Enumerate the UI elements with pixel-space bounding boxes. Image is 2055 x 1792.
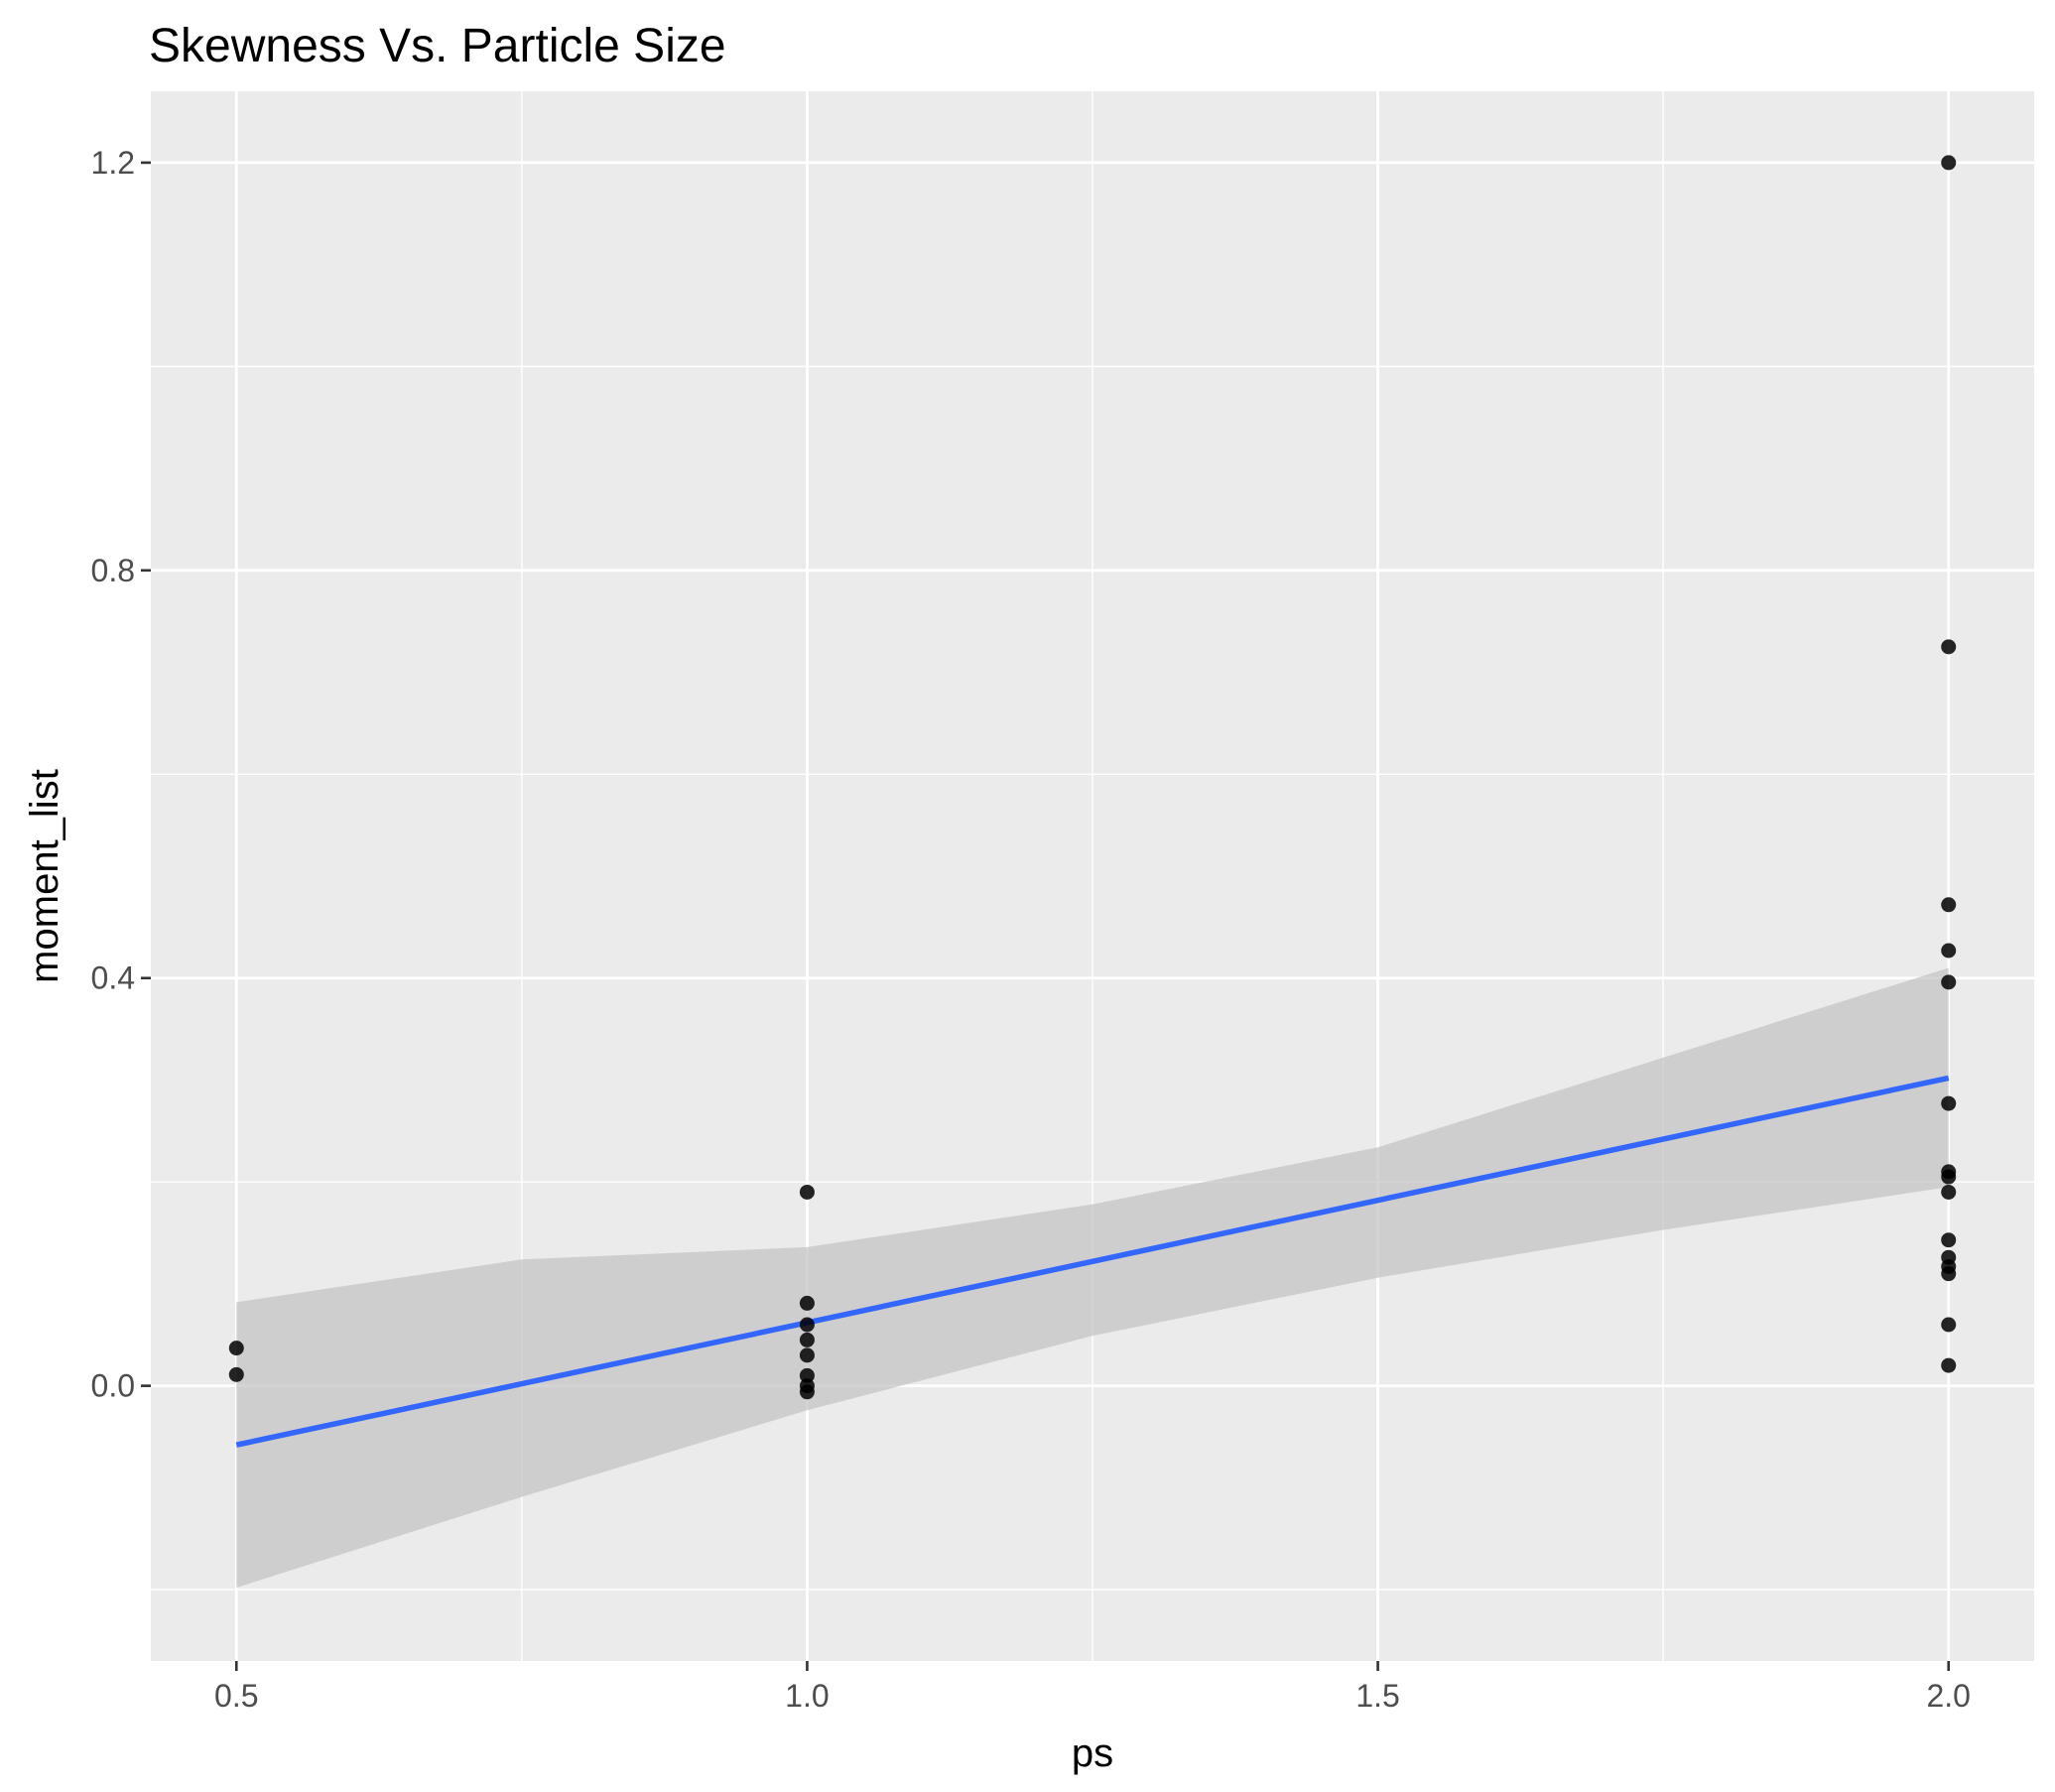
data-point: [1941, 1184, 1957, 1200]
data-point: [799, 1347, 815, 1363]
data-points: [228, 155, 1957, 1400]
data-point: [1941, 1357, 1957, 1373]
data-point: [799, 1295, 815, 1311]
data-point: [228, 1366, 244, 1382]
data-point: [1941, 1266, 1957, 1282]
y-tick-label: 0.8: [91, 553, 135, 588]
y-axis: 0.0 0.4 0.8 1.2: [91, 145, 151, 1404]
data-point: [1941, 1232, 1957, 1248]
confidence-band: [236, 967, 1949, 1588]
data-point: [799, 1384, 815, 1400]
data-point: [799, 1317, 815, 1333]
data-point: [1941, 1317, 1957, 1333]
y-axis-title: moment_list: [23, 769, 66, 983]
data-point: [799, 1367, 815, 1383]
data-point: [1941, 974, 1957, 990]
data-point: [1941, 1169, 1957, 1185]
y-tick-label: 0.0: [91, 1368, 135, 1404]
regression-line: [235, 1075, 1950, 1448]
chart-title: Skewness Vs. Particle Size: [149, 20, 726, 72]
data-point: [228, 1341, 244, 1356]
x-tick-label: 1.0: [785, 1678, 829, 1714]
y-tick-label: 0.4: [91, 960, 135, 996]
x-tick-label: 0.5: [214, 1678, 258, 1714]
data-point: [1941, 943, 1957, 959]
data-point: [1941, 639, 1957, 655]
data-point: [1941, 897, 1957, 913]
data-point: [1941, 155, 1957, 171]
x-axis: 0.5 1.0 1.5 2.0: [214, 1661, 1971, 1714]
x-tick-label: 1.5: [1355, 1678, 1399, 1714]
y-tick-label: 1.2: [91, 145, 135, 181]
data-point: [1941, 1095, 1957, 1111]
x-tick-label: 2.0: [1926, 1678, 1970, 1714]
data-point: [799, 1184, 815, 1200]
data-point: [799, 1332, 815, 1347]
x-axis-title: ps: [1072, 1731, 1113, 1775]
